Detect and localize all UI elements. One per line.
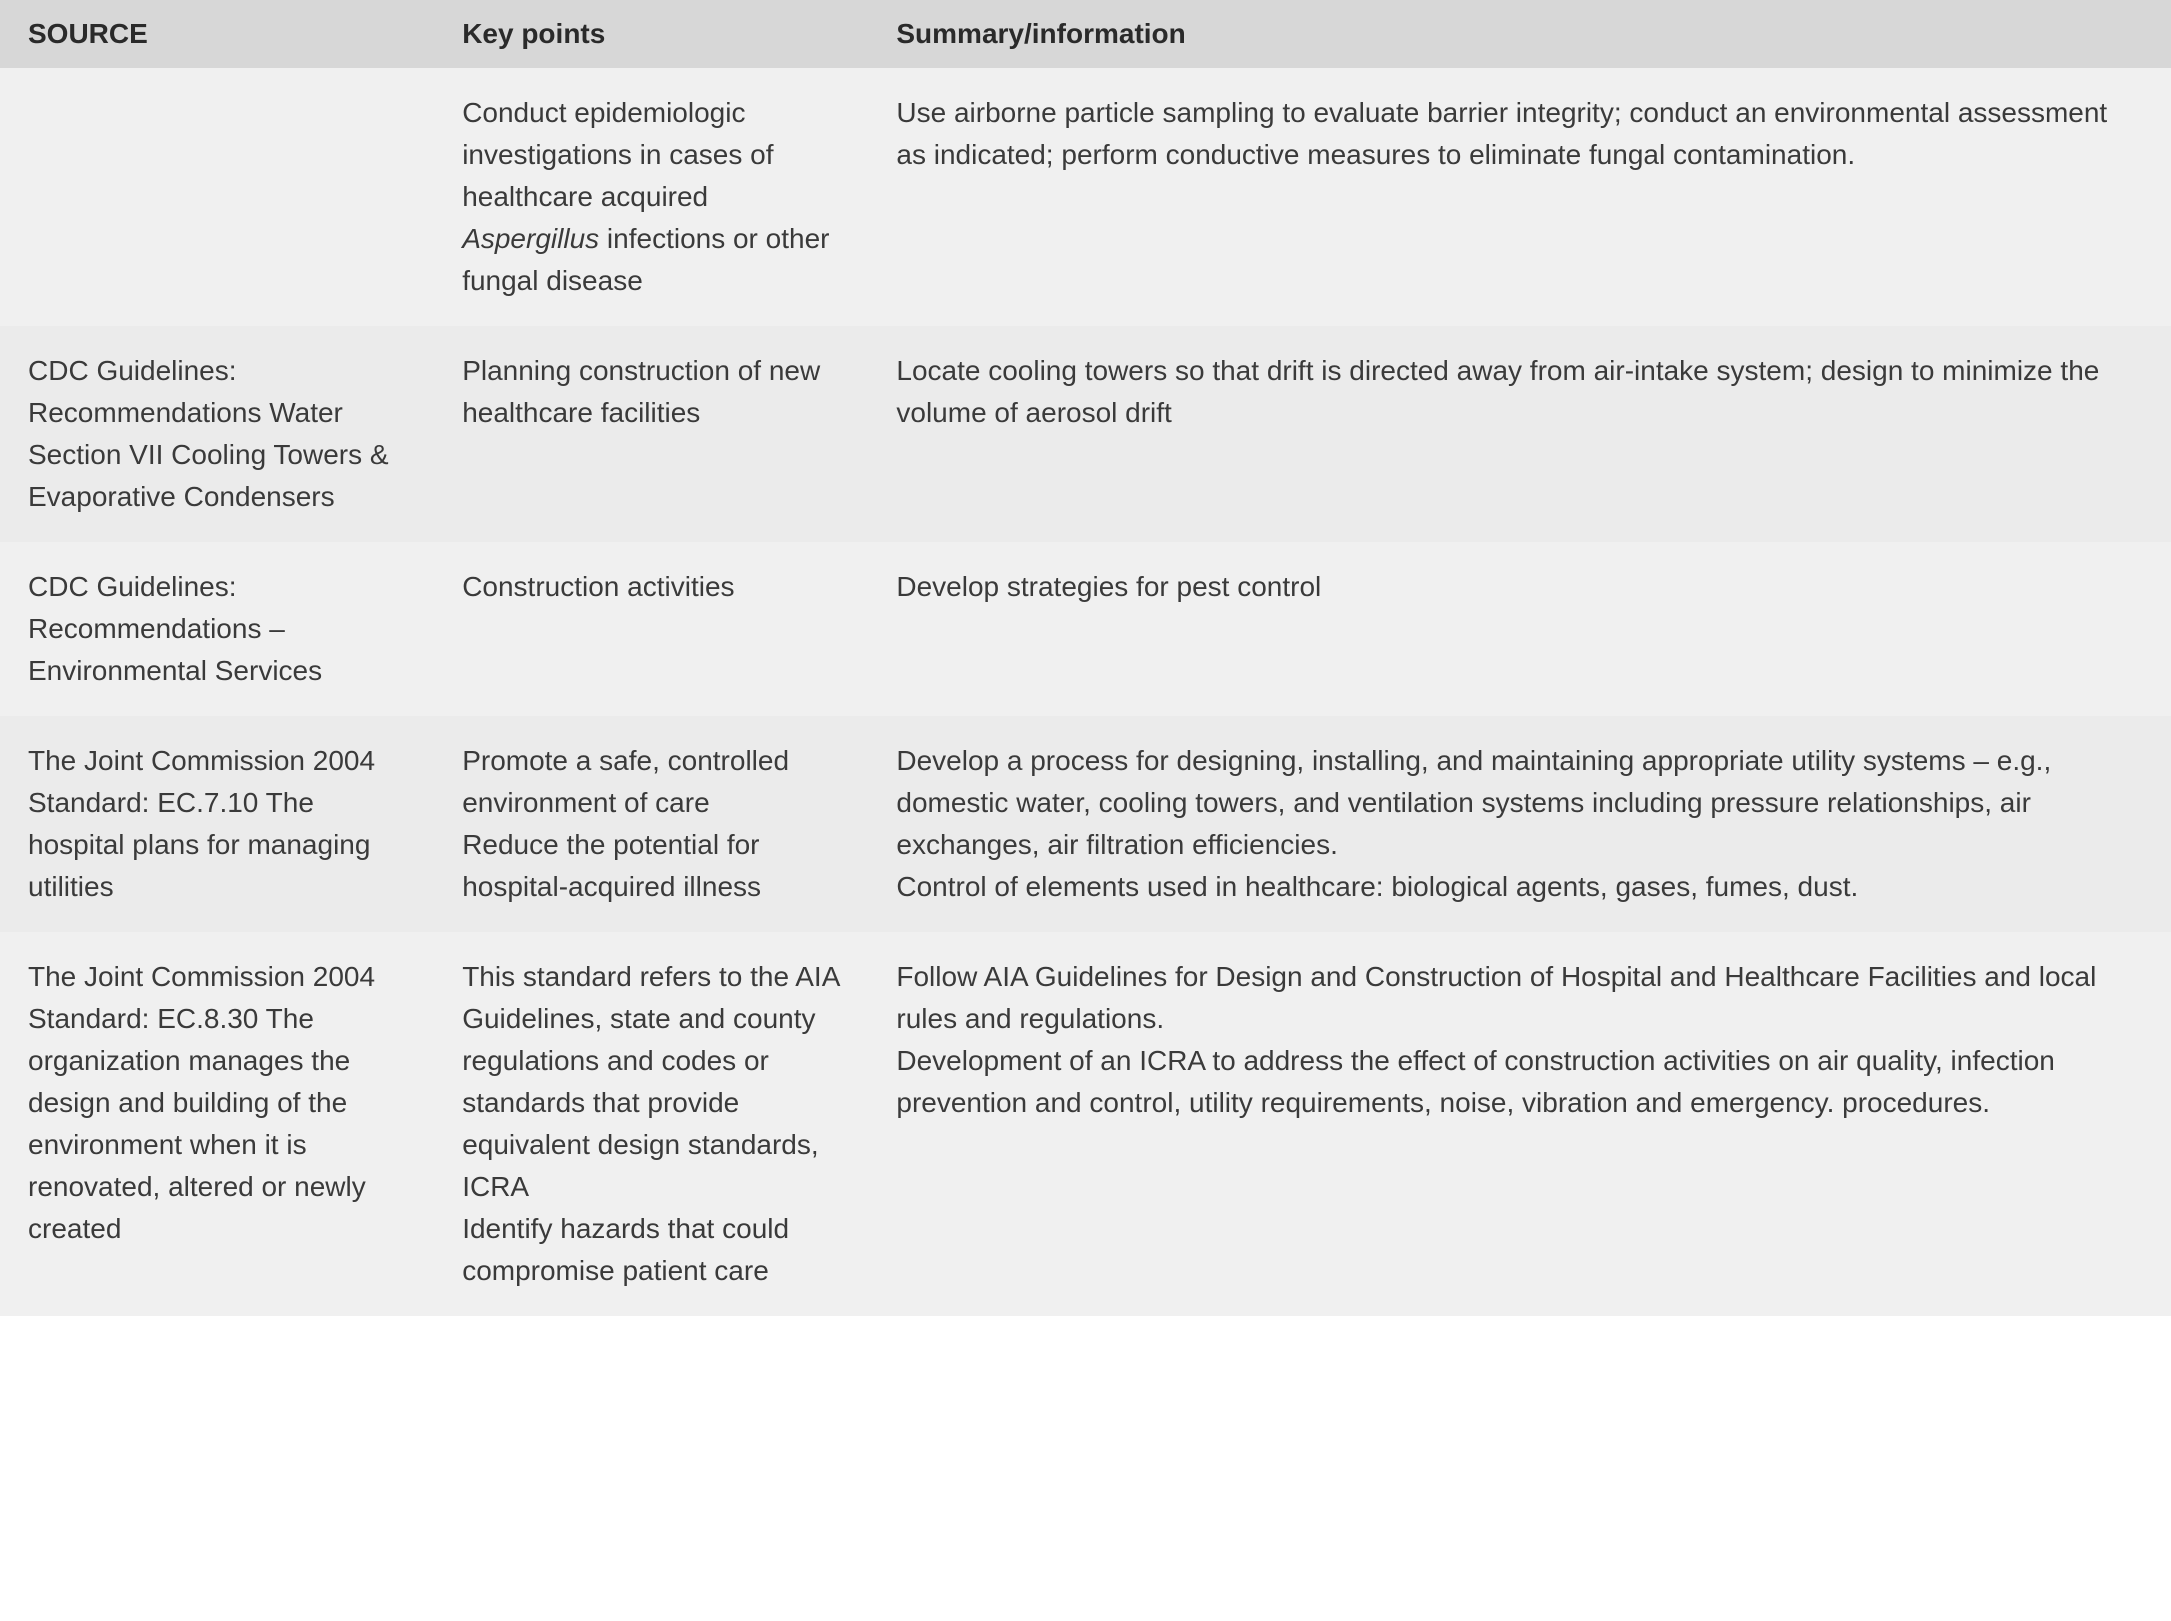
cell-key-points: Construction activities [434,542,868,716]
header-key-points: Key points [434,0,868,68]
guidelines-table: SOURCE Key points Summary/information Co… [0,0,2171,1316]
cell-source [0,68,434,326]
cell-summary: Follow AIA Guidelines for Design and Con… [868,932,2171,1316]
table-row: CDC Guidelines: Recommendations – Enviro… [0,542,2171,716]
cell-summary: Locate cooling towers so that drift is d… [868,326,2171,542]
summary-line1: Follow AIA Guidelines for Design and Con… [896,961,2096,1034]
key-line2: Identify hazards that could compromise p… [462,1213,789,1286]
key-line2: Reduce the potential for hospital-acquir… [462,829,761,902]
table-row: Conduct epidemiologic investigations in … [0,68,2171,326]
cell-source: The Joint Commission 2004 Standard: EC.7… [0,716,434,932]
table-row: CDC Guidelines: Recommendations Water Se… [0,326,2171,542]
table-row: The Joint Commission 2004 Standard: EC.7… [0,716,2171,932]
header-source: SOURCE [0,0,434,68]
cell-source: CDC Guidelines: Recommendations Water Se… [0,326,434,542]
table-header-row: SOURCE Key points Summary/information [0,0,2171,68]
key-line1: This standard refers to the AIA Guidelin… [462,961,839,1202]
cell-source: CDC Guidelines: Recommendations – Enviro… [0,542,434,716]
cell-key-points: Planning construction of new healthcare … [434,326,868,542]
cell-key-points: Conduct epidemiologic investigations in … [434,68,868,326]
header-summary: Summary/information [868,0,2171,68]
key-text-italic: Aspergillus [462,223,599,254]
cell-key-points: Promote a safe, controlled environment o… [434,716,868,932]
key-text-before: Conduct epidemiologic investigations in … [462,97,773,212]
cell-source: The Joint Commission 2004 Standard: EC.8… [0,932,434,1316]
key-line1: Promote a safe, controlled environment o… [462,745,789,818]
summary-line1: Develop a process for designing, install… [896,745,2051,860]
cell-summary: Use airborne particle sampling to evalua… [868,68,2171,326]
cell-summary: Develop a process for designing, install… [868,716,2171,932]
summary-line2: Development of an ICRA to address the ef… [896,1045,2054,1118]
table-row: The Joint Commission 2004 Standard: EC.8… [0,932,2171,1316]
summary-line2: Control of elements used in healthcare: … [896,871,1858,902]
cell-summary: Develop strategies for pest control [868,542,2171,716]
cell-key-points: This standard refers to the AIA Guidelin… [434,932,868,1316]
